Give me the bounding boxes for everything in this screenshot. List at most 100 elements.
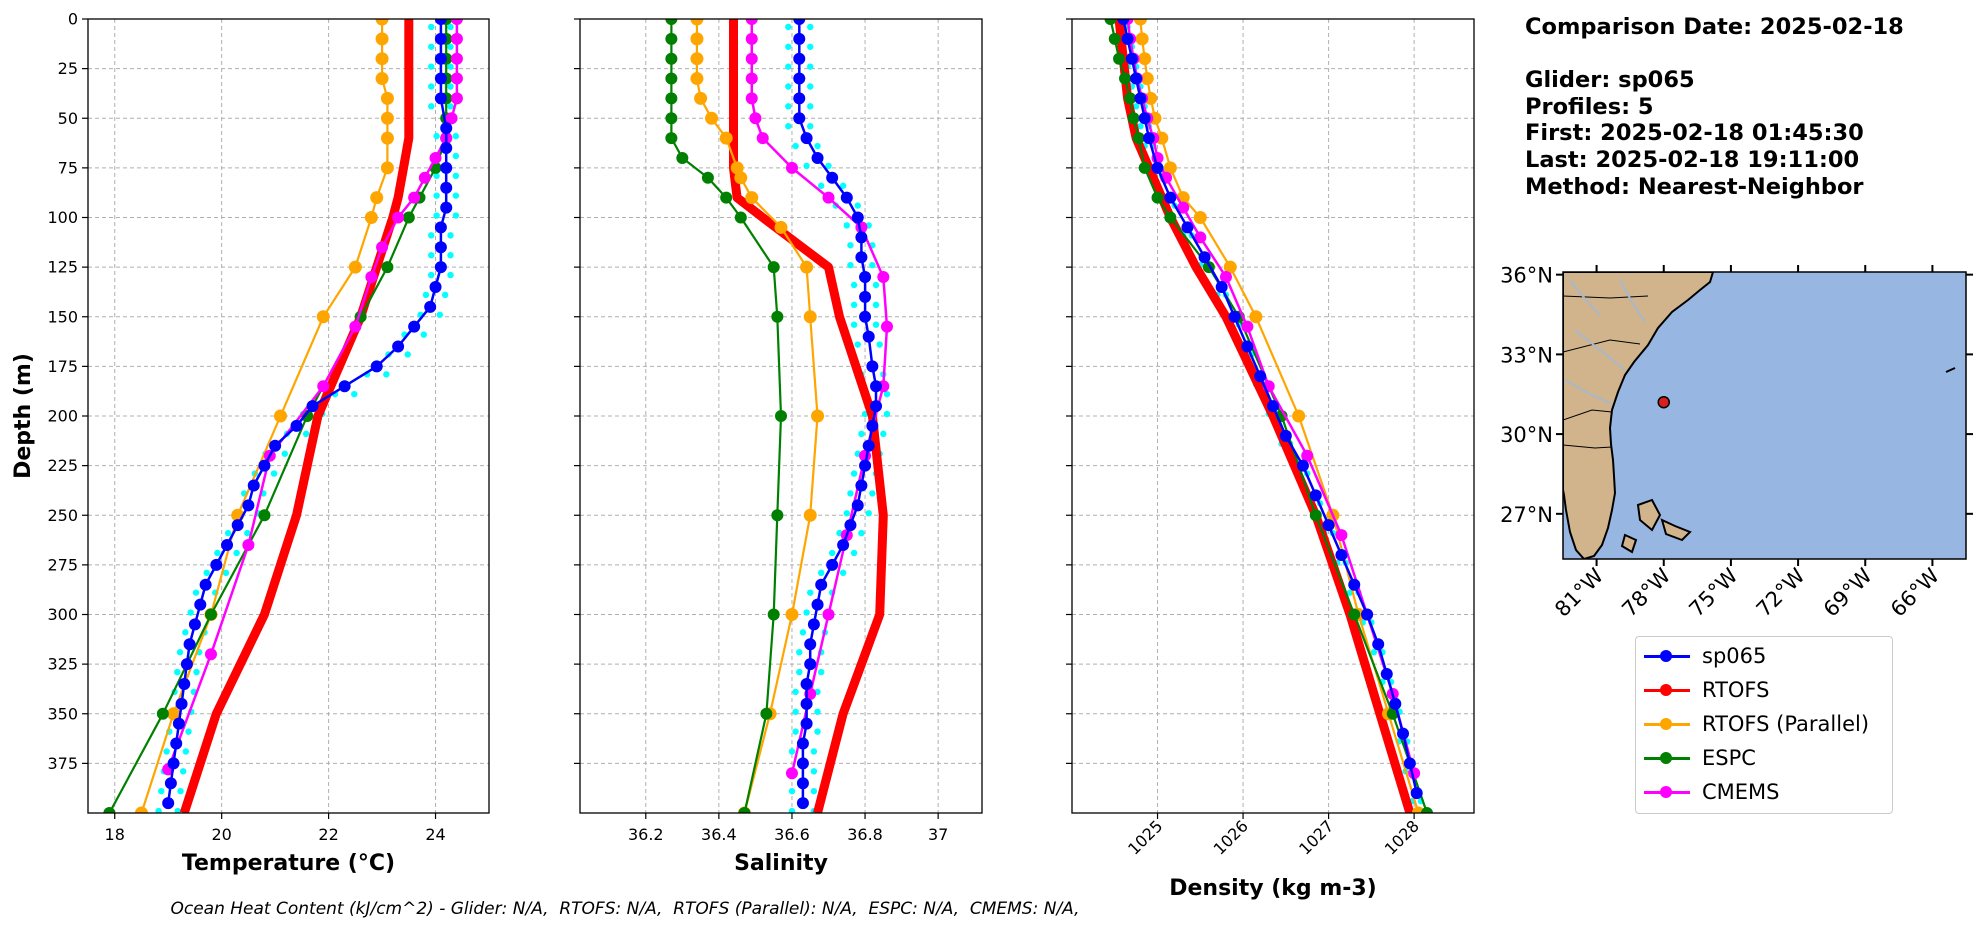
data-point — [434, 32, 447, 45]
raw-point — [447, 103, 454, 110]
data-point — [1119, 72, 1132, 85]
data-point — [440, 201, 453, 214]
data-point — [859, 459, 872, 472]
raw-point — [850, 301, 858, 309]
data-point — [855, 251, 868, 264]
data-point — [877, 271, 890, 284]
data-point — [844, 519, 857, 532]
data-point — [701, 171, 714, 184]
data-point — [1142, 132, 1155, 145]
raw-point — [785, 83, 792, 90]
map-lat-label: 33°N — [1500, 343, 1553, 367]
x-tick-label: 24 — [425, 825, 445, 844]
data-point — [370, 360, 383, 373]
series — [103, 19, 463, 813]
raw-point — [850, 470, 858, 477]
data-point — [1292, 409, 1306, 423]
legend-item-rtofs-parallel: RTOFS (Parallel) — [1642, 709, 1869, 739]
data-point — [1163, 161, 1177, 175]
data-point — [1335, 548, 1348, 561]
y-tick-label: 250 — [47, 506, 78, 525]
data-point — [440, 142, 453, 155]
grid — [88, 18, 489, 813]
raw-point — [847, 490, 854, 497]
data-point — [402, 211, 415, 224]
raw-point — [447, 271, 454, 279]
data-point — [1133, 19, 1147, 26]
data-point — [1104, 19, 1117, 25]
map-lat-label: 36°N — [1500, 264, 1553, 288]
map-lat-label: 30°N — [1500, 423, 1553, 447]
raw-point — [428, 43, 435, 50]
raw-point — [224, 529, 232, 537]
raw-point — [792, 728, 799, 735]
data-point — [408, 191, 421, 204]
raw-point — [839, 182, 847, 189]
data-point — [665, 32, 678, 45]
data-point — [380, 131, 394, 145]
data-point — [745, 52, 758, 65]
data-point — [745, 92, 758, 105]
data-point — [375, 72, 389, 86]
data-point — [665, 92, 678, 105]
raw-point — [807, 83, 814, 90]
raw-point — [174, 668, 181, 676]
raw-point — [433, 192, 440, 199]
data-point — [665, 72, 678, 85]
data-point — [1372, 638, 1385, 651]
x-tick-label: 1026 — [1210, 816, 1252, 858]
x-tick-label: 22 — [318, 825, 338, 844]
y-tick-label: 125 — [47, 258, 78, 277]
data-point — [1117, 19, 1130, 25]
data-point — [690, 19, 704, 26]
data-point — [381, 261, 394, 274]
data-point — [793, 19, 806, 25]
raw-point — [869, 261, 876, 269]
data-point — [705, 111, 719, 125]
raw-point — [222, 569, 230, 577]
data-point — [774, 220, 788, 234]
map-lon-label: 78°W — [1617, 563, 1675, 621]
legend-label: RTOFS — [1702, 678, 1770, 702]
data-point — [172, 717, 185, 730]
ocean-heat-content-note: Ocean Heat Content (kJ/cm^2) - Glider: N… — [170, 899, 1080, 919]
data-point — [730, 161, 744, 175]
raw-point — [788, 807, 796, 813]
raw-point — [814, 728, 821, 735]
data-point — [676, 151, 689, 164]
data-point — [855, 479, 868, 492]
raw-point — [810, 768, 818, 775]
series-sp065 — [793, 19, 883, 810]
data-point — [811, 151, 824, 164]
raw-point — [192, 589, 200, 596]
y-tick-label: 275 — [47, 555, 78, 574]
data-point — [1138, 112, 1151, 125]
data-point — [450, 32, 463, 45]
raw-point — [818, 569, 825, 577]
data-point — [793, 112, 806, 125]
data-point — [822, 608, 835, 621]
raw-point — [428, 23, 435, 31]
data-point — [862, 439, 875, 452]
data-point — [210, 558, 223, 571]
y-tick-label: 200 — [47, 407, 78, 426]
data-point — [167, 707, 181, 721]
raw-point — [447, 232, 454, 239]
raw-point — [383, 371, 390, 378]
raw-point — [883, 410, 891, 418]
raw-point — [807, 23, 814, 31]
data-point — [815, 578, 828, 591]
y-tick-label: 150 — [47, 307, 78, 326]
data-point — [134, 806, 148, 813]
axes-frame — [87, 18, 490, 814]
data-point — [445, 112, 458, 125]
data-point — [194, 598, 207, 611]
data-point — [1194, 231, 1207, 244]
data-point — [690, 72, 704, 86]
y-tick-label: 0 — [68, 10, 78, 29]
raw-point — [433, 172, 440, 180]
data-point — [440, 161, 453, 174]
data-point — [1140, 72, 1154, 86]
